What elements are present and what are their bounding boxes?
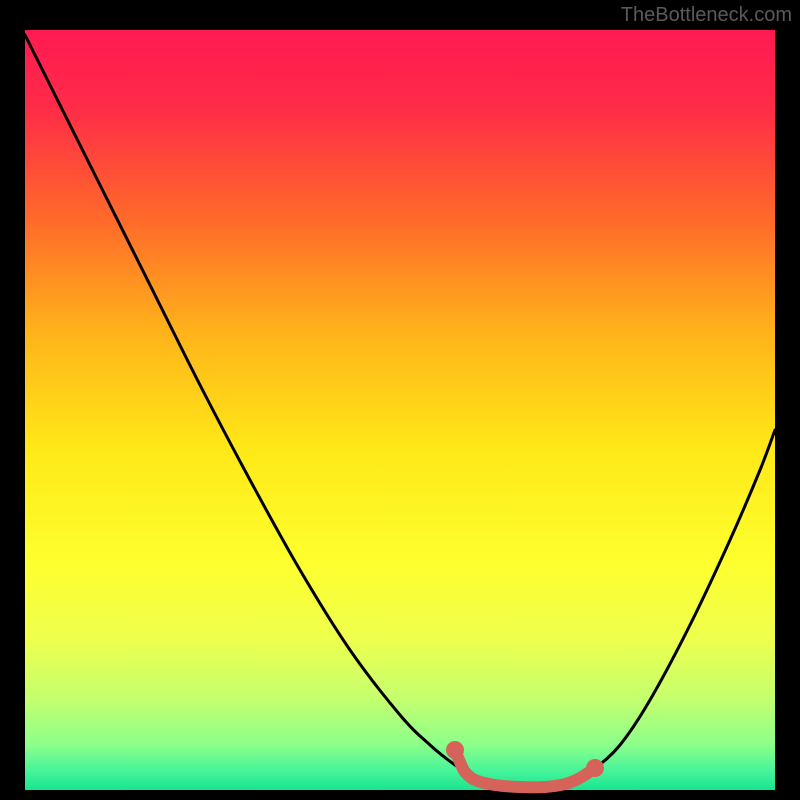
highlight-marker: [446, 741, 464, 759]
highlight-marker: [586, 759, 604, 777]
chart-container: TheBottleneck.com: [0, 0, 800, 800]
bottleneck-chart: [0, 0, 800, 800]
watermark-text: TheBottleneck.com: [621, 4, 792, 27]
